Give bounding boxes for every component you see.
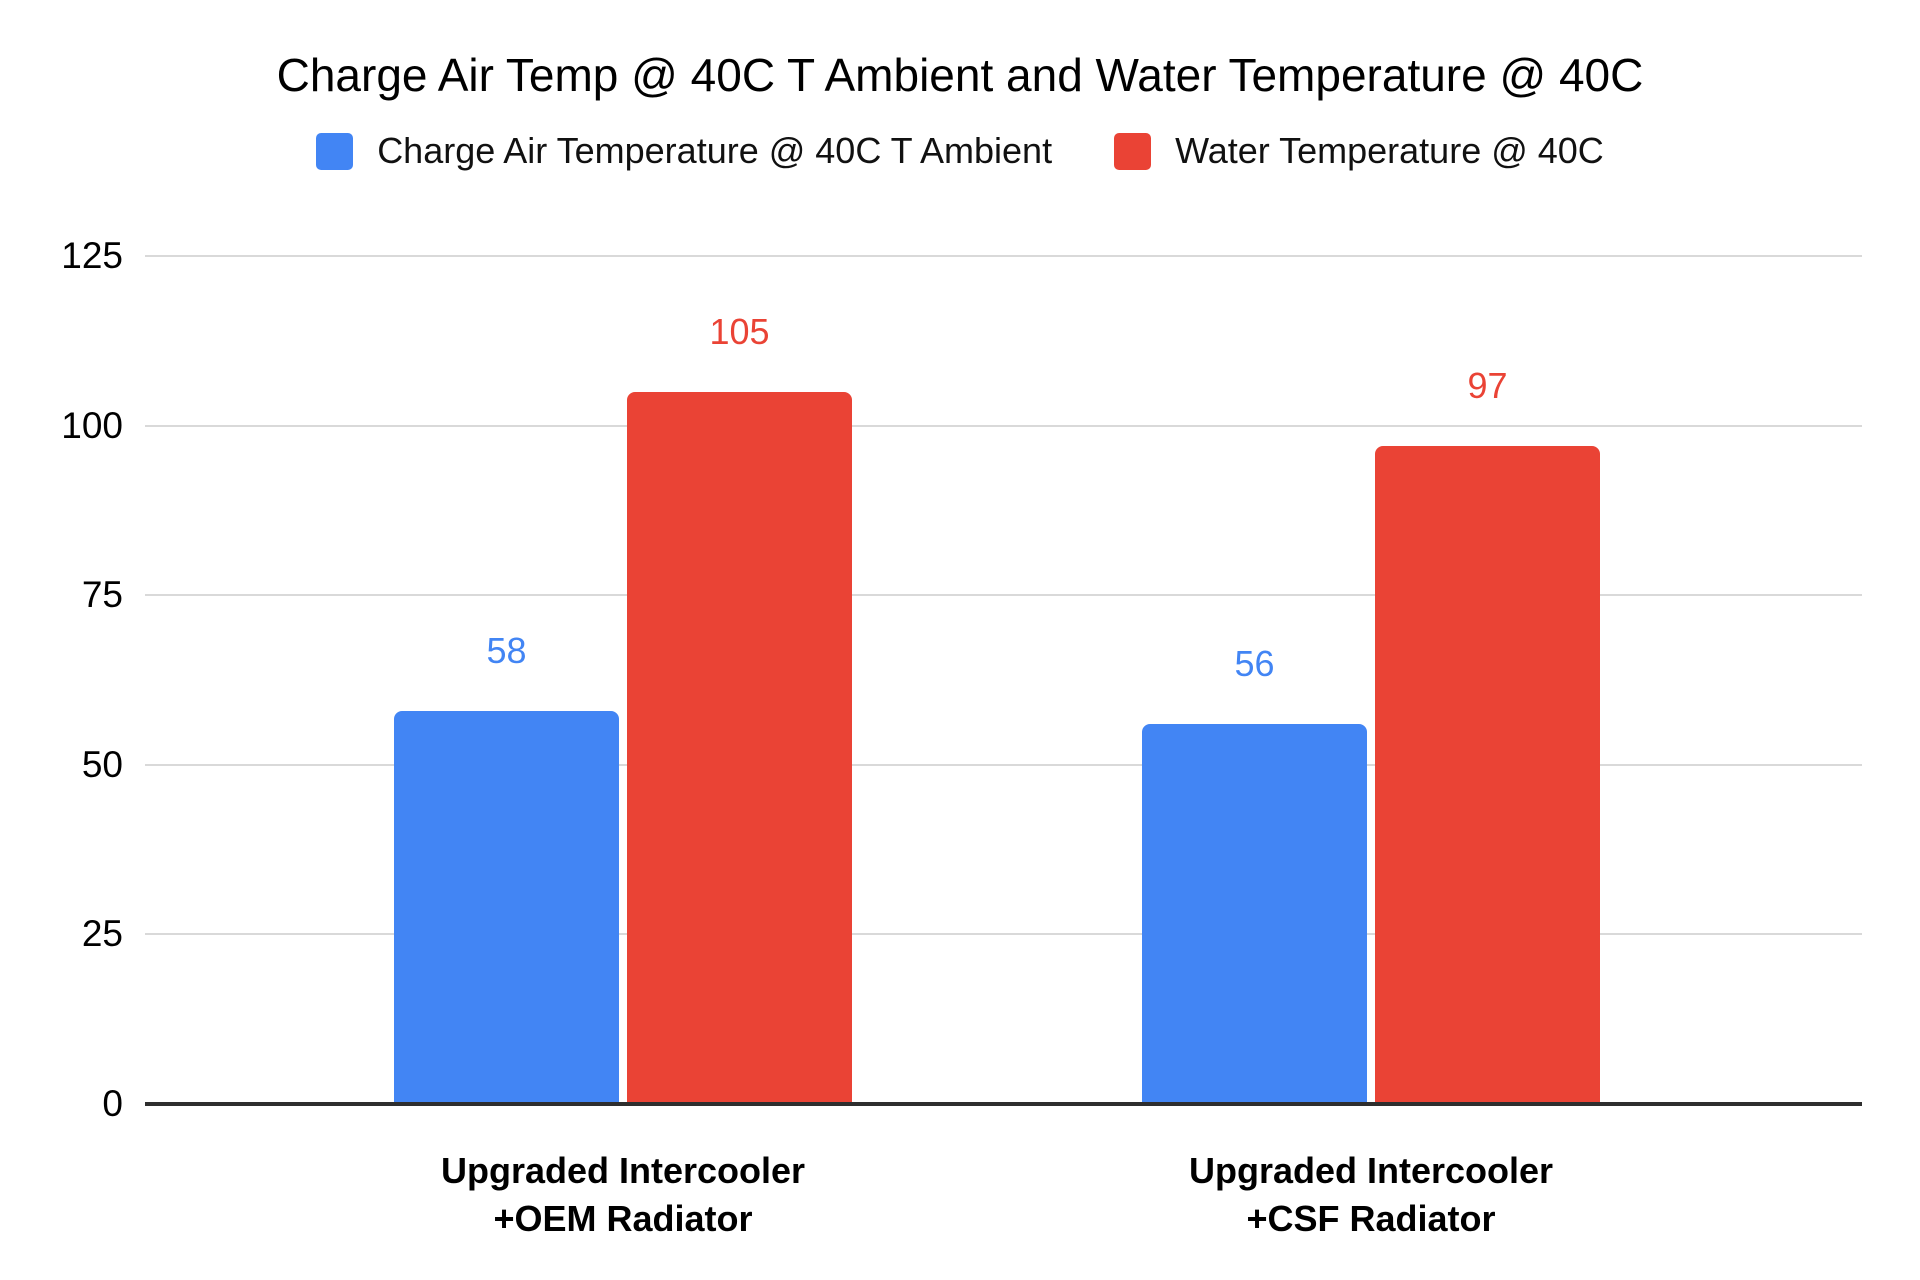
- bar: [627, 391, 852, 1104]
- y-axis-tick-label: 125: [61, 235, 123, 276]
- bar-data-label: 97: [1467, 364, 1508, 406]
- x-axis-category-label-oem: Upgraded Intercooler +OEM Radiator: [440, 1150, 806, 1239]
- bar-data-label: 58: [486, 629, 527, 671]
- chart-title: Charge Air Temp @ 40C T Ambient and Wate…: [276, 49, 1644, 101]
- legend-swatch-red-icon: [1114, 132, 1152, 170]
- legend-label: Water Temperature @ 40C: [1175, 130, 1604, 171]
- bar: [394, 710, 619, 1104]
- gridline: [145, 594, 1862, 597]
- y-axis-tick-label: 75: [81, 574, 123, 616]
- gridline: [145, 424, 1862, 427]
- y-axis-tick-label: 25: [81, 913, 123, 955]
- legend-label: Charge Air Temperature @ 40C T Ambient: [377, 130, 1053, 171]
- legend-item-water-temp: Water Temperature @ 40C: [1114, 130, 1604, 172]
- gridline: [145, 933, 1862, 936]
- x-axis-category-label-csf: Upgraded Intercooler +CSF Radiator: [1188, 1150, 1554, 1239]
- y-axis-tick-label: 100: [61, 404, 123, 446]
- bar: [1142, 724, 1367, 1104]
- gridline: [145, 763, 1862, 766]
- bar: [1375, 445, 1600, 1104]
- y-axis-tick-label: 0: [102, 1083, 123, 1124]
- y-axis-tick-label: 50: [81, 743, 123, 785]
- legend-swatch-blue-icon: [316, 132, 354, 170]
- legend-item-charge-air: Charge Air Temperature @ 40C T Ambient: [316, 130, 1052, 172]
- x-axis-line: [145, 1102, 1862, 1106]
- bar-data-label: 105: [709, 310, 770, 352]
- gridline: [145, 255, 1862, 257]
- chart-legend: Charge Air Temperature @ 40C T Ambient W…: [0, 130, 1920, 172]
- bar-data-label: 56: [1234, 643, 1275, 685]
